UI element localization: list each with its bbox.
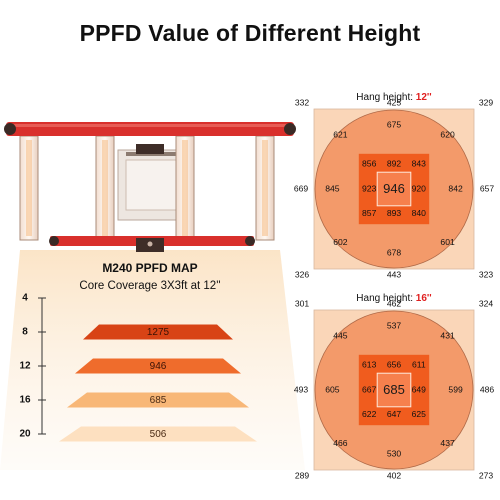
grow-light-fixture (4, 122, 296, 252)
hang-height-label: Hang height: 12'' (356, 92, 431, 103)
height-tick-label-20: 20 (19, 429, 31, 440)
circle-value: 466 (333, 438, 348, 448)
led-bar-1 (19, 135, 39, 241)
height-bands: 1275 946 685 506 (59, 324, 257, 442)
inner-value: 649 (412, 384, 427, 394)
height-tick-label-8: 8 (22, 327, 28, 338)
inner-value: 892 (387, 158, 402, 168)
inner-value: 857 (362, 208, 377, 218)
page-title: PPFD Value of Different Height (79, 20, 421, 46)
center-square (376, 171, 412, 207)
center-value: 685 (383, 382, 405, 397)
edge-value: 425 (387, 97, 402, 107)
height-band-value-8: 1275 (147, 327, 170, 338)
circle-value: 845 (325, 183, 340, 193)
hang-height-value: 16'' (416, 293, 432, 304)
inner-value: 625 (412, 409, 427, 419)
edge-value: 669 (294, 183, 309, 193)
circle-value: 842 (448, 183, 463, 193)
hang-height-value: 12'' (416, 92, 432, 103)
circle-value: 599 (448, 384, 463, 394)
edge-value: 462 (387, 298, 402, 308)
inner-value: 920 (412, 183, 427, 193)
height-tick-label-4: 4 (22, 293, 28, 304)
height-band-value-16: 685 (150, 395, 167, 406)
inner-value: 656 (387, 359, 402, 369)
product-name: M240 PPFD MAP (102, 261, 197, 275)
circle-value: 621 (333, 130, 348, 140)
circle-value: 437 (440, 438, 455, 448)
circle-value: 620 (440, 130, 455, 140)
led-bar-2 (95, 135, 115, 241)
height-band-12 (75, 358, 241, 374)
circle-value: 605 (325, 384, 340, 394)
circle-value: 678 (387, 247, 402, 257)
led-bar-4 (255, 135, 275, 241)
corner-value: 332 (295, 97, 310, 107)
circle-value: 675 (387, 119, 402, 129)
height-band-value-20: 506 (150, 429, 167, 440)
center-square (376, 372, 412, 408)
corner-value: 273 (479, 470, 494, 480)
height-tick-label-12: 12 (19, 361, 31, 372)
hang-height-prefix: Hang height: (356, 92, 416, 103)
hang-height-prefix: Hang height: (356, 293, 416, 304)
height-band-16 (67, 392, 249, 408)
inner-value: 611 (412, 359, 426, 369)
inner-value: 613 (362, 359, 377, 369)
hang-height-label: Hang height: 16'' (356, 293, 431, 304)
center-value: 946 (383, 181, 405, 196)
circle-value: 431 (440, 331, 455, 341)
edge-value: 657 (480, 183, 495, 193)
inner-value: 893 (387, 208, 402, 218)
inner-value: 856 (362, 158, 377, 168)
height-axis: 4 8 12 16 20 (19, 293, 46, 440)
circle-value: 602 (333, 237, 348, 247)
edge-value: 443 (387, 269, 402, 279)
inner-value: 843 (412, 158, 427, 168)
corner-value: 324 (479, 298, 494, 308)
inner-value: 647 (387, 409, 402, 419)
circle-value: 537 (387, 320, 402, 330)
corner-value: 289 (295, 470, 310, 480)
height-band-20 (59, 426, 257, 442)
circle-value: 530 (387, 448, 402, 458)
height-band-8 (83, 324, 233, 340)
circle-value: 445 (333, 331, 348, 341)
corner-value: 323 (479, 269, 494, 279)
edge-value: 402 (387, 470, 402, 480)
ppfd-map-16: Hang height: 16'' 301 324 289 273 462 493 486 40… (294, 293, 495, 481)
inner-value: 622 (362, 409, 377, 419)
inner-value: 840 (412, 208, 427, 218)
edge-value: 486 (480, 384, 495, 394)
inner-value: 667 (362, 384, 377, 394)
height-band-value-12: 946 (150, 361, 167, 372)
circle-value: 601 (440, 237, 455, 247)
corner-value: 326 (295, 269, 310, 279)
height-tick-label-16: 16 (19, 395, 31, 406)
product-coverage: Core Coverage 3X3ft at 12'' (79, 280, 220, 292)
inner-value: 923 (362, 183, 377, 193)
ppfd-map-12: Hang height: 12'' 332 329 326 323 425 669 657 44… (294, 92, 495, 280)
corner-value: 301 (295, 298, 310, 308)
led-bar-3 (175, 135, 195, 241)
corner-value: 329 (479, 97, 494, 107)
edge-value: 493 (294, 384, 309, 394)
